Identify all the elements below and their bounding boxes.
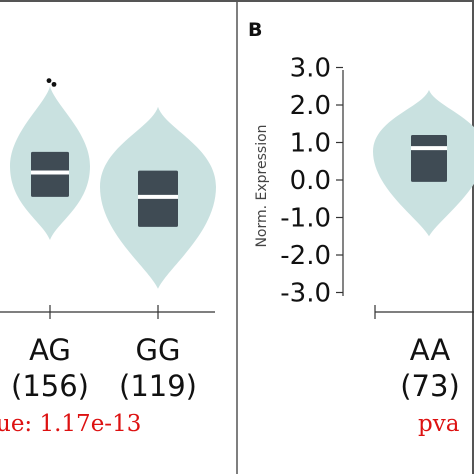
y-tick-label-3: 0.0 (290, 166, 331, 196)
pvalue-label-a: ue: 1.17e-13 (0, 411, 141, 437)
panel-a: AG GG (156) (119) ue: 1.17e-13 (0, 78, 216, 437)
iqr-box-aa (411, 135, 447, 182)
y-tick-label-4: -1.0 (280, 204, 331, 234)
y-tick-label-2: 1.0 (290, 129, 331, 159)
y-axis-label: Norm. Expression (254, 124, 270, 247)
sample-count-aa: (73) (400, 369, 460, 403)
sample-count-gg: (119) (119, 369, 197, 403)
y-tick-label-0: 3.0 (290, 54, 331, 84)
x-tick-label-gg: GG (136, 333, 181, 367)
outlier-point-ag-2 (51, 81, 57, 87)
x-tick-label-ag: AG (29, 333, 71, 367)
panel-b: B Norm. Expression 3.0 2.0 1.0 0.0 -1.0 -2.0 -… (248, 19, 474, 437)
y-tick-label-1: 2.0 (290, 91, 331, 121)
panel-label-b: B (248, 19, 262, 41)
y-tick-label-5: -2.0 (280, 241, 331, 271)
outlier-point-ag-1 (46, 78, 52, 84)
y-tick-label-6: -3.0 (280, 279, 331, 309)
sample-count-ag: (156) (11, 369, 89, 403)
x-tick-label-aa: AA (410, 333, 451, 367)
pvalue-label-b: pva (418, 411, 460, 437)
